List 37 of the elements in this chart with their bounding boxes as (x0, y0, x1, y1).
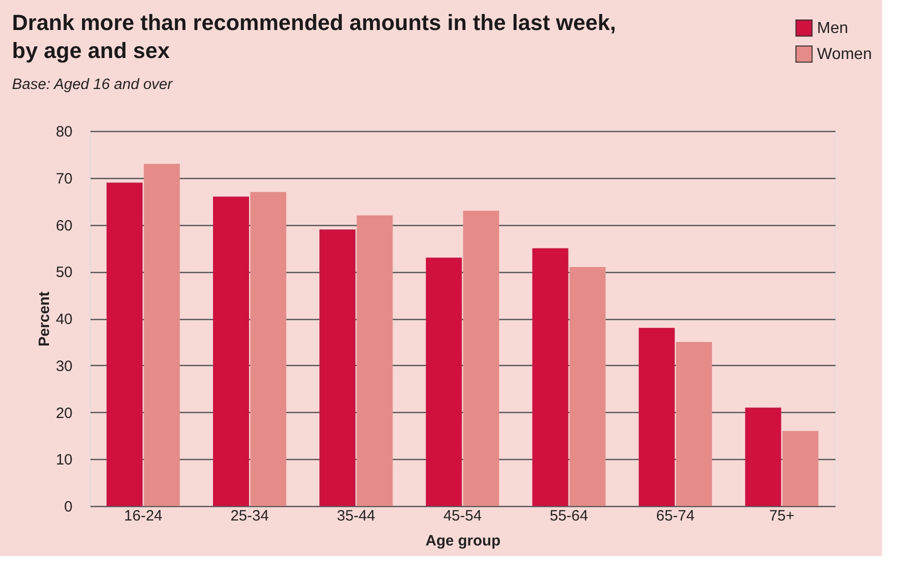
y-tick-label: 80 (56, 124, 72, 140)
chart-subtitle: Base: Aged 16 and over (12, 76, 174, 93)
y-tick-label: 70 (56, 170, 72, 188)
bar (319, 229, 356, 506)
bar (532, 248, 568, 506)
bar (213, 196, 250, 506)
bar (782, 431, 818, 506)
bar (463, 210, 500, 506)
x-tick-label: 75+ (769, 508, 795, 524)
x-tick-label: 25-34 (230, 508, 269, 524)
bar (638, 328, 675, 506)
bar (676, 342, 712, 506)
text: by age and sex (12, 38, 170, 63)
y-tick-label: 30 (56, 358, 72, 375)
x-tick-label: 65-74 (656, 508, 695, 524)
bar (356, 215, 393, 506)
y-tick-label: 50 (56, 264, 72, 282)
y-tick-label: 20 (56, 404, 72, 422)
x-tick-label: 45-54 (443, 508, 482, 524)
bar (426, 258, 462, 506)
legend-label: Women (817, 46, 872, 63)
y-axis-title: Percent (36, 291, 53, 347)
y-tick-label: 40 (56, 311, 72, 328)
x-tick-label: 35-44 (336, 508, 376, 524)
x-tick-label: 55-64 (550, 508, 588, 524)
x-tick-label: 16-24 (124, 508, 162, 524)
bar (570, 266, 606, 506)
bar (250, 192, 286, 506)
bar (745, 408, 782, 506)
y-tick-label: 60 (56, 217, 72, 234)
y-tick-label: 0 (64, 498, 72, 516)
legend-label: Men (817, 20, 848, 37)
bar (144, 164, 180, 506)
y-tick-label: 10 (56, 452, 72, 469)
bar (106, 182, 143, 506)
x-axis-title: Age group (426, 532, 500, 550)
text: Drank more than recommended amounts in the last week, (12, 10, 616, 35)
